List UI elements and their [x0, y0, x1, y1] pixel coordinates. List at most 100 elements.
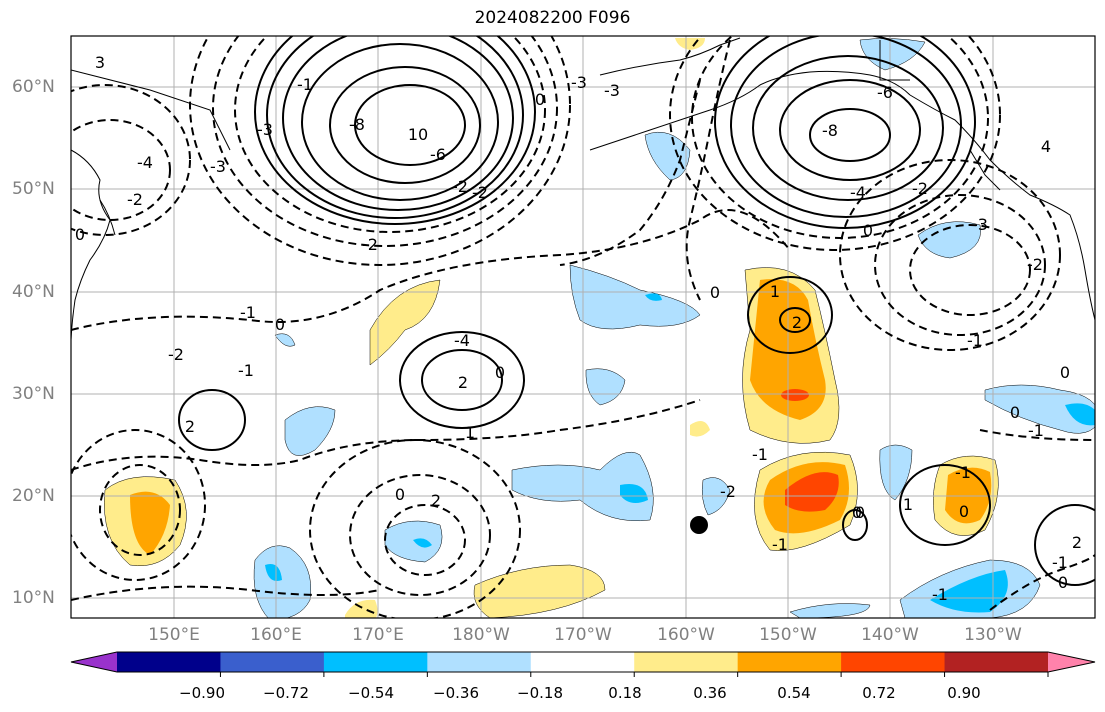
- contour-label: 0: [275, 315, 285, 334]
- lon-label-170e: 170°E: [352, 625, 404, 645]
- colorbar-tick: 0.36: [693, 684, 727, 702]
- contour-label: 0: [495, 363, 505, 382]
- contour-label: -2: [472, 183, 488, 202]
- contour-label: -3: [571, 73, 587, 92]
- contour-label: -2: [127, 190, 143, 209]
- contour-label: -3: [210, 157, 226, 176]
- colorbar: [70, 651, 1096, 677]
- contour-label: 4: [1041, 137, 1051, 156]
- lon-label-170w: 170°W: [554, 625, 612, 645]
- contour-label: -1: [238, 361, 254, 380]
- contour-label: -2: [362, 235, 378, 254]
- contour-label: -2: [912, 179, 928, 198]
- map-frame: [70, 35, 1096, 619]
- colorbar-tick: 0.18: [608, 684, 642, 702]
- lat-label-50n: 50°N: [12, 179, 55, 199]
- colorbar-swatch: [634, 652, 739, 672]
- contour-label: 0: [1060, 363, 1070, 382]
- colorbar-tick: 0.54: [777, 684, 811, 702]
- contour-label: 0: [855, 503, 865, 522]
- colorbar-swatch: [841, 652, 946, 672]
- contour-labels: 3-4 -3-20-1-3 -810-6-2 -2-2-10-2-12201-4-30…: [75, 53, 1082, 604]
- colorbar-swatch: [323, 652, 428, 672]
- lat-label-60n: 60°N: [12, 77, 55, 97]
- contour-label: 1: [465, 423, 475, 442]
- contours: [178, 36, 1095, 586]
- colorbar-extend-high: [1048, 652, 1095, 672]
- contour-label: 3: [95, 53, 105, 72]
- lon-label-160w: 160°W: [657, 625, 715, 645]
- contour-label: 2: [1072, 533, 1082, 552]
- contour-label: -1: [967, 331, 983, 350]
- contour-label: 0: [710, 283, 720, 302]
- coastlines: [71, 37, 1095, 341]
- lat-label-30n: 30°N: [12, 384, 55, 404]
- contour-label: -1: [240, 303, 256, 322]
- colorbar-swatch: [530, 652, 635, 672]
- contour-label: -4: [850, 183, 866, 202]
- contour-label: -1: [297, 75, 313, 94]
- colorbar-tick: −0.18: [517, 684, 563, 702]
- colorbar-swatch: [427, 652, 532, 672]
- map-title: 2024082200 F096: [474, 8, 631, 28]
- lon-label-150e: 150°E: [148, 625, 200, 645]
- contour-label: 0: [1058, 573, 1068, 592]
- contour-label: 1: [903, 495, 913, 514]
- contour-label: 10: [408, 125, 428, 144]
- lat-label-10n: 10°N: [12, 588, 55, 608]
- contour-label: 0: [395, 485, 405, 504]
- colorbar-swatch: [737, 652, 842, 672]
- contour-label: 2: [792, 313, 802, 332]
- contour-label: -1: [932, 585, 948, 604]
- contour-label: -2: [1027, 255, 1043, 274]
- contour-label: -2: [452, 177, 468, 196]
- colorbar-outline: [70, 651, 1096, 673]
- colorbar-swatch: [220, 652, 325, 672]
- contour-label: -1: [955, 463, 971, 482]
- shaded-anomalies: [104, 38, 1095, 618]
- contour-label: 2: [185, 417, 195, 436]
- contour-label: -2: [720, 482, 736, 501]
- contour-label: -8: [349, 115, 365, 134]
- contour-label: -4: [454, 331, 470, 350]
- contour-label: -3: [972, 215, 988, 234]
- lon-label-140w: 140°W: [861, 625, 919, 645]
- contour-label: 0: [535, 90, 545, 109]
- lon-label-160e: 160°E: [250, 625, 302, 645]
- contour-label: 2: [458, 373, 468, 392]
- contour-label: -6: [430, 145, 446, 164]
- contour-label: -1: [772, 535, 788, 554]
- contour-label: 0: [959, 502, 969, 521]
- contours-dashed: [71, 36, 1095, 618]
- contour-label: 0: [75, 225, 85, 244]
- contour-label: -2: [168, 345, 184, 364]
- colorbar-tick: −0.90: [179, 684, 225, 702]
- lat-label-40n: 40°N: [12, 282, 55, 302]
- colorbar-tick: −0.72: [263, 684, 309, 702]
- grid: [71, 36, 1095, 618]
- contour-label: 0: [852, 503, 862, 522]
- lon-label-150w: 150°W: [759, 625, 817, 645]
- contour-label: -6: [877, 83, 893, 102]
- colorbar-extend-low: [71, 652, 117, 672]
- lon-label-180w: 180°W: [452, 625, 510, 645]
- colorbar-tick: −0.54: [348, 684, 394, 702]
- colorbar-swatch: [117, 652, 221, 672]
- contour-label: 0: [1010, 403, 1020, 422]
- contour-label: -1: [752, 445, 768, 464]
- location-marker: [690, 516, 708, 534]
- contour-label: -4: [137, 153, 153, 172]
- contour-label: -1: [1028, 421, 1044, 440]
- lon-label-130w: 130°W: [964, 625, 1022, 645]
- contour-label: 1: [770, 282, 780, 301]
- contour-label: -3: [257, 120, 273, 139]
- colorbar-tick: 0.90: [947, 684, 981, 702]
- contour-label: -1: [1052, 553, 1068, 572]
- contour-label: -8: [822, 121, 838, 140]
- contour-label: 0: [863, 221, 873, 240]
- colorbar-tick: −0.36: [433, 684, 479, 702]
- contour-label: -3: [604, 81, 620, 100]
- contour-label: 2: [431, 491, 441, 510]
- colorbar-swatch: [944, 652, 1049, 672]
